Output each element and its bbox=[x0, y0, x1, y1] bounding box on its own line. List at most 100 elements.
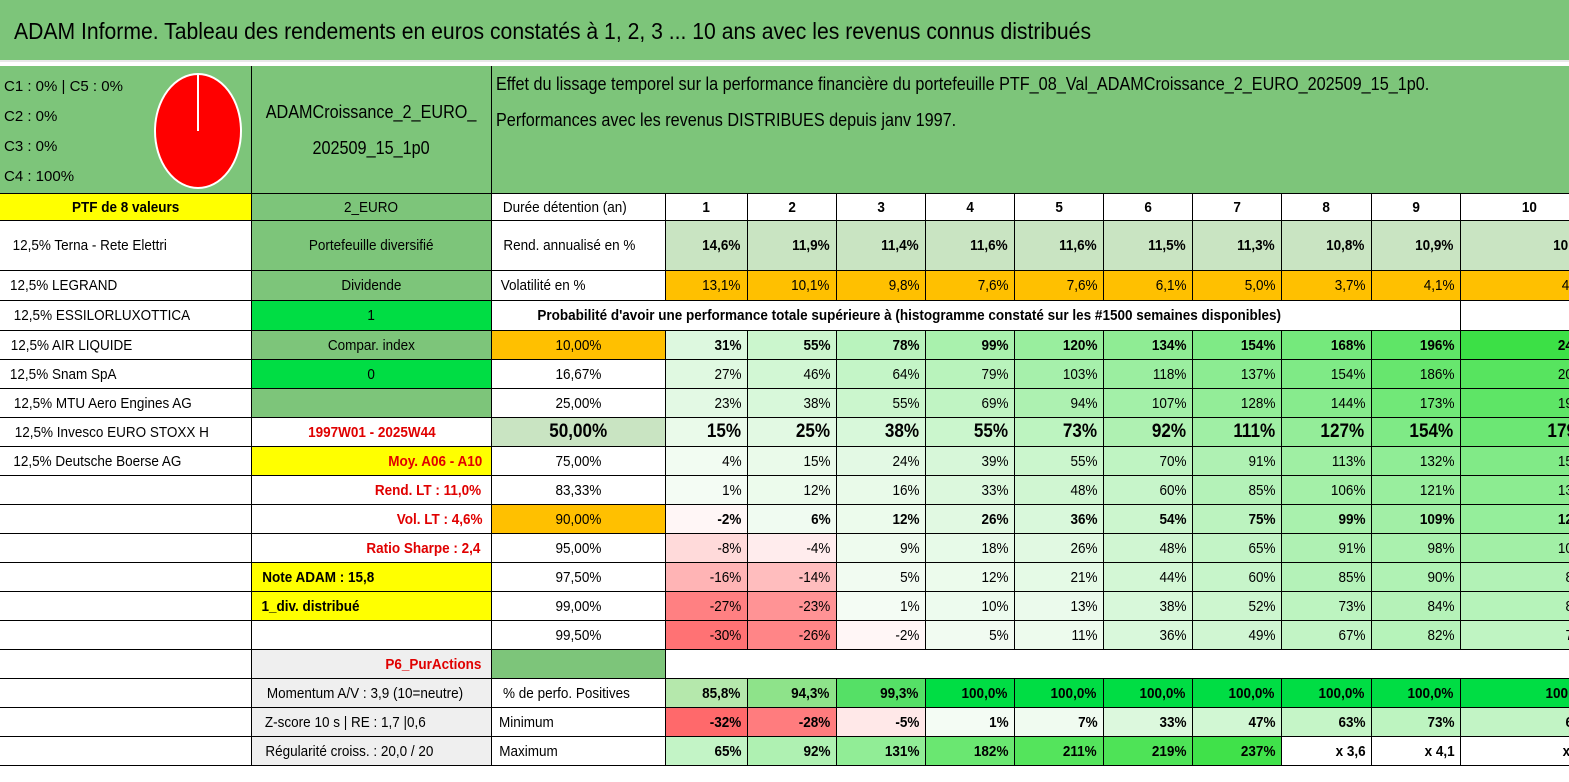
probability-value: 103% bbox=[1015, 360, 1104, 389]
min-value: 47% bbox=[1193, 708, 1282, 737]
holding-item: 12,5% Deutsche Boerse AG bbox=[0, 447, 252, 476]
max-value: 211% bbox=[1015, 737, 1104, 766]
description-line2: Performances avec les revenus DISTRIBUES… bbox=[496, 110, 957, 130]
probability-value: 99% bbox=[926, 331, 1015, 360]
probability-value: 46% bbox=[748, 360, 837, 389]
probability-value: 60% bbox=[1193, 563, 1282, 592]
probability-value: 107% bbox=[1104, 389, 1193, 418]
rend-value: 11,6% bbox=[1015, 221, 1104, 271]
empty-cell bbox=[0, 737, 252, 766]
probability-value: 38% bbox=[1104, 592, 1193, 621]
pos-value: 99,3% bbox=[837, 679, 926, 708]
probability-threshold: 75,00% bbox=[492, 447, 666, 476]
probability-value: 91% bbox=[1282, 534, 1372, 563]
probability-value: 137% bbox=[1193, 360, 1282, 389]
description-line1: Effet du lissage temporel sur la perform… bbox=[496, 74, 1430, 94]
probability-value: 12% bbox=[837, 505, 926, 534]
year-header: 2 bbox=[748, 194, 837, 221]
probability-value: 33% bbox=[926, 476, 1015, 505]
probability-value: 70% bbox=[1104, 447, 1193, 476]
probability-value: 73% bbox=[1015, 418, 1104, 447]
year-header: 10 bbox=[1461, 194, 1569, 221]
probability-value: 92% bbox=[1104, 418, 1193, 447]
probability-value: 91% bbox=[1193, 447, 1282, 476]
probability-value: 5% bbox=[926, 621, 1015, 650]
holding-item: 12,5% AIR LIQUIDE bbox=[0, 331, 252, 360]
empty-cell bbox=[1461, 301, 1569, 331]
holding-item: 12,5% MTU Aero Engines AG bbox=[0, 389, 252, 418]
holding-item: 12,5% Terna - Rete Elettri bbox=[0, 221, 252, 271]
max-label: Maximum bbox=[492, 737, 666, 766]
probability-value: 27% bbox=[666, 360, 748, 389]
probability-value: 79% bbox=[926, 360, 1015, 389]
allocation-panel: C1 : 0% | C5 : 0% C2 : 0% C3 : 0% C4 : 100% bbox=[0, 66, 252, 194]
vol-value: 13,1% bbox=[666, 271, 748, 301]
probability-value: 13% bbox=[1015, 592, 1104, 621]
probability-threshold: 10,00% bbox=[492, 331, 666, 360]
probability-value: 36% bbox=[1015, 505, 1104, 534]
probability-value: 82% bbox=[1461, 592, 1569, 621]
pos-value: 100,0% bbox=[1461, 679, 1569, 708]
probability-value: 26% bbox=[926, 505, 1015, 534]
empty-cell bbox=[0, 505, 252, 534]
vol-value: 7,6% bbox=[926, 271, 1015, 301]
rend-value: 10,8% bbox=[1282, 221, 1372, 271]
probability-value: 121% bbox=[1372, 476, 1461, 505]
probability-value: 15% bbox=[666, 418, 748, 447]
probability-value: 9% bbox=[837, 534, 926, 563]
probability-value: 87% bbox=[1461, 563, 1569, 592]
empty-cell bbox=[0, 650, 252, 679]
probability-value: 98% bbox=[1372, 534, 1461, 563]
probability-value: 65% bbox=[1193, 534, 1282, 563]
year-header: 7 bbox=[1193, 194, 1282, 221]
probability-value: 78% bbox=[837, 331, 926, 360]
vol-value: 7,6% bbox=[1015, 271, 1104, 301]
min-value: -32% bbox=[666, 708, 748, 737]
duree-label: Durée détention (an) bbox=[492, 194, 666, 221]
portfolio-name-line1: ADAMCroissance_2_EURO_ bbox=[266, 101, 477, 122]
min-value: -5% bbox=[837, 708, 926, 737]
probability-value: 55% bbox=[926, 418, 1015, 447]
probability-threshold: 50,00% bbox=[492, 418, 666, 447]
rend-value: 11,9% bbox=[748, 221, 837, 271]
legend-item: C3 : 0% bbox=[4, 138, 58, 155]
probability-value: 69% bbox=[926, 389, 1015, 418]
probability-value: 48% bbox=[1104, 534, 1193, 563]
probability-value: 11% bbox=[1015, 621, 1104, 650]
empty-cell bbox=[0, 476, 252, 505]
vol-value: 5,0% bbox=[1193, 271, 1282, 301]
probability-value: 179% bbox=[1461, 418, 1569, 447]
vol-value: 9,8% bbox=[837, 271, 926, 301]
probability-value: 120% bbox=[1015, 331, 1104, 360]
holding-item: 12,5% ESSILORLUXOTTICA bbox=[0, 301, 252, 331]
holding-item: 12,5% LEGRAND bbox=[0, 271, 252, 301]
probability-value: -30% bbox=[666, 621, 748, 650]
portfolio-name-line2: 202509_15_1p0 bbox=[312, 137, 431, 158]
probability-threshold: 99,00% bbox=[492, 592, 666, 621]
probability-value: 38% bbox=[837, 418, 926, 447]
probability-value: 70% bbox=[1461, 621, 1569, 650]
probability-value: 24% bbox=[837, 447, 926, 476]
holding-item: 12,5% Invesco EURO STOXX H bbox=[0, 418, 252, 447]
probability-value: 31% bbox=[666, 331, 748, 360]
max-value: 131% bbox=[837, 737, 926, 766]
dividend-value: 1 bbox=[252, 301, 492, 331]
probability-value: 44% bbox=[1104, 563, 1193, 592]
probability-value: 127% bbox=[1282, 418, 1372, 447]
probability-value: 55% bbox=[837, 389, 926, 418]
year-header: 8 bbox=[1282, 194, 1372, 221]
probability-value: 52% bbox=[1193, 592, 1282, 621]
moy-label: Moy. A06 - A10 bbox=[252, 447, 492, 476]
probability-value: 207% bbox=[1461, 360, 1569, 389]
min-value: 73% bbox=[1372, 708, 1461, 737]
max-value: x 3,6 bbox=[1282, 737, 1372, 766]
rend-value: 14,6% bbox=[666, 221, 748, 271]
index-value: 0 bbox=[252, 360, 492, 389]
year-header: 9 bbox=[1372, 194, 1461, 221]
probability-value: 173% bbox=[1372, 389, 1461, 418]
min-value: 1% bbox=[926, 708, 1015, 737]
report-grid: C1 : 0% | C5 : 0% C2 : 0% C3 : 0% C4 : 100%… bbox=[0, 66, 1569, 782]
probability-value: 154% bbox=[1282, 360, 1372, 389]
probability-value: -4% bbox=[748, 534, 837, 563]
probability-value: -2% bbox=[666, 505, 748, 534]
